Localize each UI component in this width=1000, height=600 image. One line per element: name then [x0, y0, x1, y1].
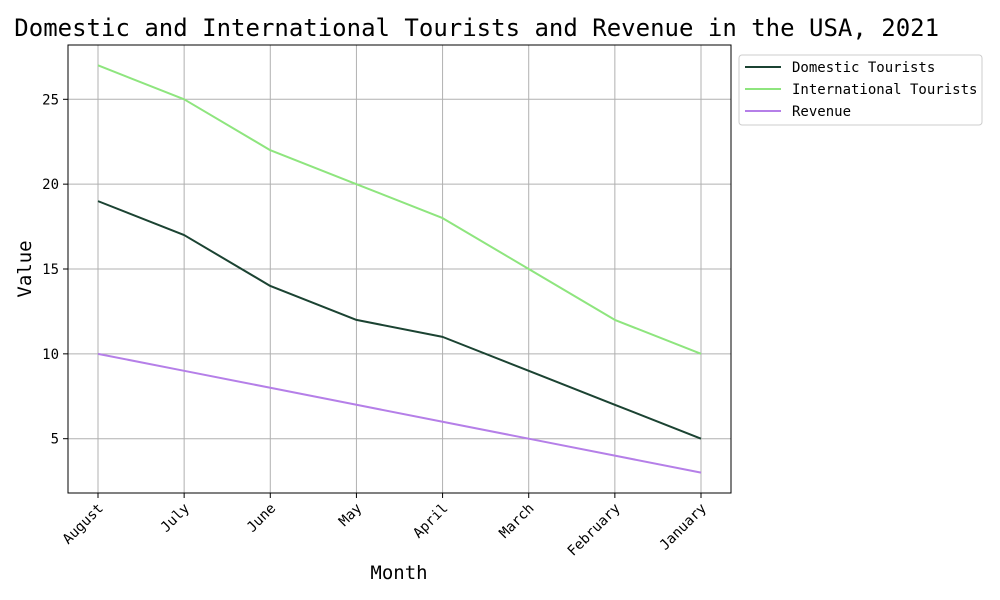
- series-line-0: [97, 200, 702, 440]
- x-tick-label: April: [410, 501, 451, 542]
- y-tick-label: 25: [42, 92, 59, 108]
- y-axis-ticks: 5 10 15 20 25: [42, 92, 68, 448]
- x-tick-label: March: [496, 501, 537, 542]
- y-tick-label: 10: [42, 347, 59, 363]
- series-line-1: [97, 64, 702, 355]
- x-tick-label: February: [565, 501, 624, 560]
- chart-title: of Domestic and International Tourists a…: [0, 14, 939, 42]
- legend-label: Domestic Tourists: [792, 60, 935, 76]
- x-axis-label: Month: [370, 562, 427, 584]
- x-tick-label: May: [336, 501, 365, 530]
- series-line-2: [97, 352, 702, 474]
- x-tick-label: July: [158, 501, 193, 536]
- y-tick-label: 5: [51, 432, 59, 448]
- x-tick-label: August: [60, 501, 107, 548]
- legend-frame: [738, 54, 983, 126]
- legend: Domestic Tourists International Tourists R…: [738, 54, 983, 126]
- grid-lines: [68, 45, 731, 493]
- y-tick-label: 15: [42, 262, 59, 278]
- x-axis-ticks: August July June May April March February Janua…: [60, 493, 710, 560]
- x-tick-label: January: [657, 501, 710, 554]
- legend-label: International Tourists: [792, 82, 977, 98]
- data-series: [97, 64, 702, 474]
- y-axis-label: Value: [14, 240, 36, 297]
- legend-label: Revenue: [792, 104, 851, 120]
- y-tick-label: 20: [42, 177, 59, 193]
- x-tick-label: June: [244, 501, 279, 536]
